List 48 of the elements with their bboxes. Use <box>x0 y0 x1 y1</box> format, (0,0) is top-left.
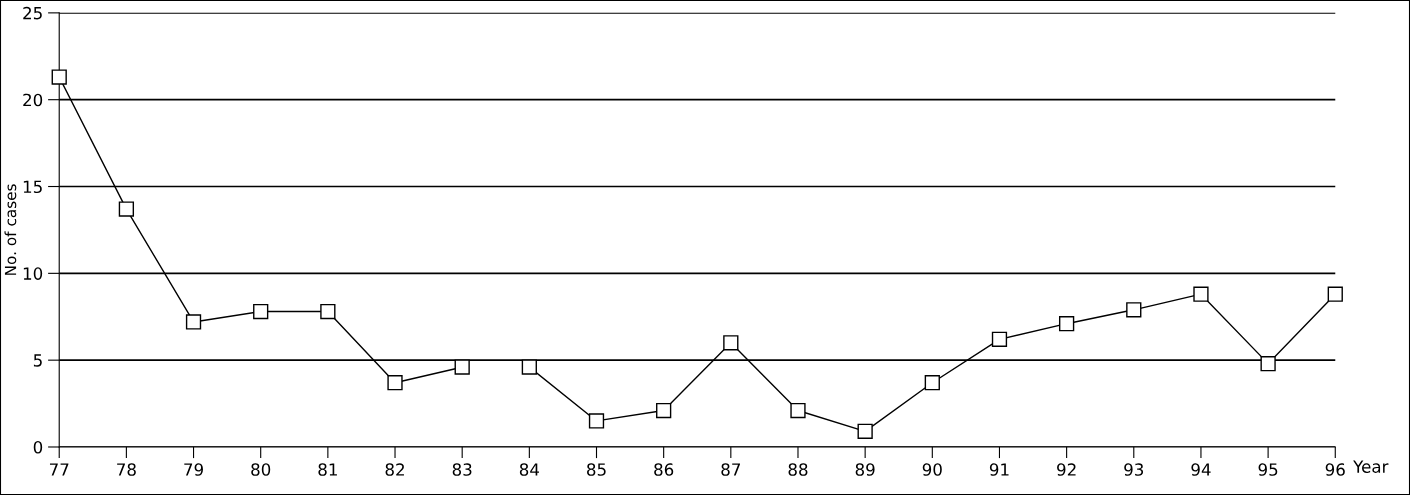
point <box>656 402 672 419</box>
x-tick-label: 93 <box>1124 463 1144 476</box>
point <box>521 359 537 375</box>
x-tick-label: 83 <box>452 463 472 476</box>
y-tick-label: 5 <box>33 354 42 367</box>
x-tick-label: 89 <box>855 463 875 476</box>
y-axis-title: No. of cases <box>4 184 17 275</box>
point <box>1193 286 1209 302</box>
point <box>253 303 269 320</box>
x-tick-label: 88 <box>788 463 808 476</box>
point <box>991 331 1008 347</box>
point <box>51 69 67 85</box>
point <box>185 314 202 330</box>
point <box>1126 302 1142 318</box>
x-tick-label: 94 <box>1191 463 1211 476</box>
y-tick-label: 20 <box>23 93 43 107</box>
x-tick-label: 90 <box>922 463 942 476</box>
x-tick-label: 77 <box>49 463 69 476</box>
point <box>454 359 470 375</box>
x-tick-label: 81 <box>318 463 337 476</box>
point <box>1260 355 1276 372</box>
x-tick-label: 96 <box>1325 463 1345 476</box>
point <box>1058 316 1075 332</box>
y-tick-label: 10 <box>23 267 43 280</box>
point <box>857 423 873 439</box>
point <box>387 375 403 391</box>
point <box>588 413 605 429</box>
x-tick-label: 85 <box>587 463 606 476</box>
x-tick-label: 82 <box>385 463 404 476</box>
point <box>320 303 336 320</box>
y-tick-label: 15 <box>23 180 42 194</box>
x-tick-label: 86 <box>654 463 674 476</box>
x-tick-label: 78 <box>117 463 136 476</box>
x-tick-label: 79 <box>184 463 203 476</box>
x-tick-label: 91 <box>989 463 1009 476</box>
x-tick-label: 92 <box>1057 463 1076 476</box>
x-tick-label: 80 <box>251 463 271 476</box>
x-axis-title: Year <box>1353 460 1389 473</box>
point <box>723 335 739 351</box>
x-tick-label: 84 <box>519 463 540 476</box>
point <box>790 402 806 419</box>
y-tick-label: 0 <box>33 440 43 454</box>
point <box>1327 286 1343 302</box>
x-tick-label: 87 <box>721 463 740 476</box>
point <box>118 201 135 217</box>
point <box>924 375 940 391</box>
y-tick-label: 25 <box>23 6 42 20</box>
x-tick-label: 95 <box>1258 463 1278 476</box>
